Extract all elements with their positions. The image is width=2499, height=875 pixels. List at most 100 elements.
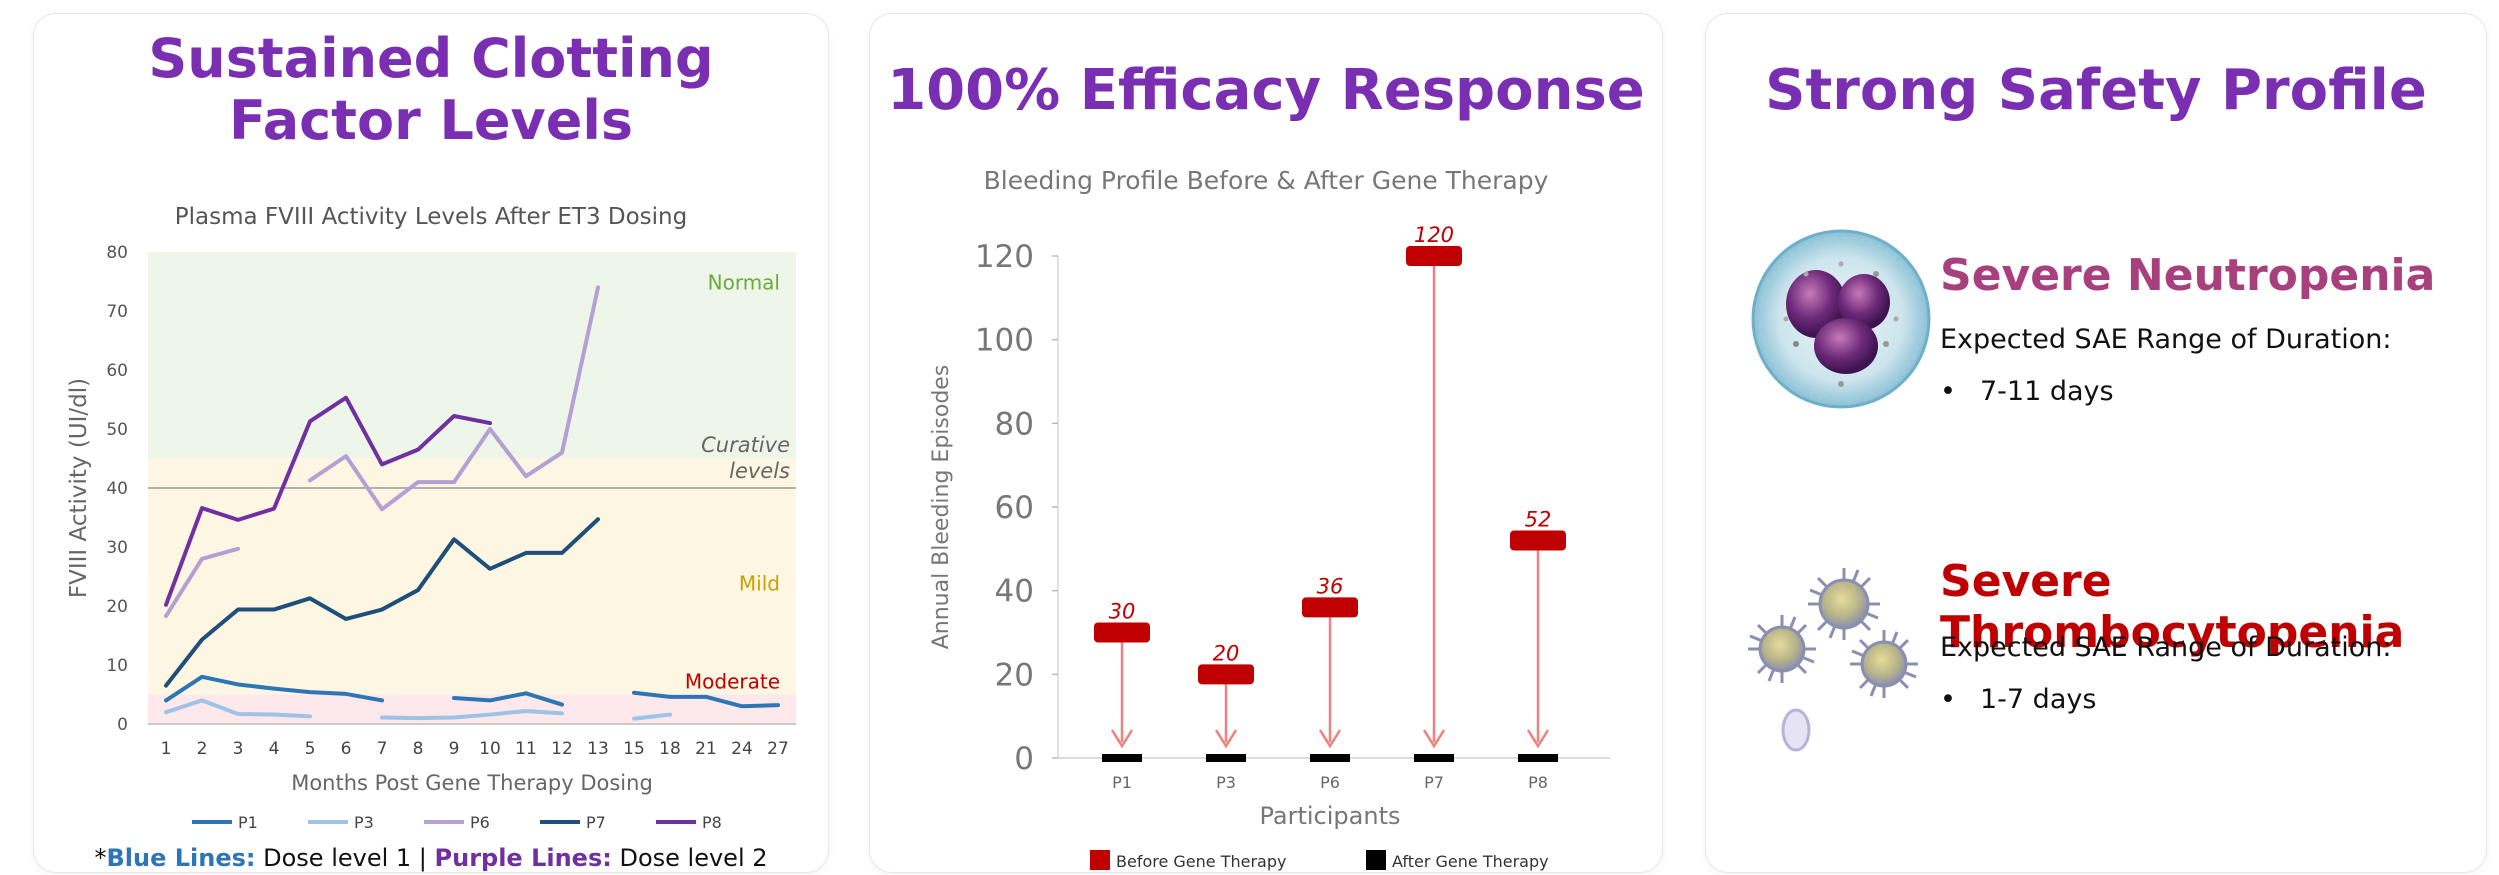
- y-tick-label: 20: [995, 657, 1034, 693]
- legend-swatch-after: [1366, 850, 1386, 870]
- x-tick-label: 15: [623, 739, 645, 759]
- arrow-head: [1110, 729, 1134, 749]
- before-bar-p6: [1302, 597, 1358, 618]
- before-value-label: 120: [1414, 223, 1454, 247]
- before-bar-p8: [1510, 530, 1566, 551]
- clotting-factor-panel: Sustained Clotting Factor Levels Plasma …: [34, 14, 828, 872]
- neutropenia-bullet: •: [1940, 376, 1956, 407]
- neutropenia-subtitle: Expected SAE Range of Duration:: [1940, 324, 2392, 355]
- line-chart-title: Plasma FVIII Activity Levels After ET3 D…: [174, 204, 688, 230]
- curative-label-line2: levels: [729, 459, 790, 483]
- footnote-star: *: [94, 844, 107, 872]
- series-line-p8: [164, 395, 492, 607]
- y-tick-label: 70: [106, 302, 128, 322]
- y-tick-label: 30: [106, 538, 128, 558]
- before-value-label: 20: [1213, 641, 1240, 665]
- safety-panel: Strong Safety Profile: [1706, 14, 2486, 872]
- after-bar-p7: [1414, 754, 1454, 762]
- arrow-head: [1422, 729, 1446, 749]
- y-tick-label: 0: [1014, 741, 1034, 777]
- y-axis-label: FVIII Activity (UI/dl): [66, 378, 92, 598]
- clotting-panel-title: Sustained Clotting Factor Levels: [34, 28, 828, 152]
- footnote-purple-text: Dose level 2: [611, 844, 768, 872]
- before-bar-p1: [1094, 622, 1150, 643]
- series-line-p1: [164, 674, 384, 703]
- bar-chart-title: Bleeding Profile Before & After Gene The…: [983, 166, 1549, 195]
- y-tick-label: 20: [106, 597, 128, 617]
- before-bar-p3: [1198, 664, 1254, 685]
- bleeding-bar-chart: 0 20 40 60 80 100 120 Annual Bleeding Episodes 3…: [929, 223, 1610, 871]
- efficacy-panel-title: 100% Efficacy Response: [887, 58, 1645, 123]
- y-tick-label: 40: [995, 574, 1034, 610]
- x-tick-label: 24: [731, 739, 753, 759]
- curative-label-line1: Curative: [701, 433, 790, 457]
- neutropenia-title: Severe Neutropenia: [1940, 250, 2436, 301]
- y-tick-label: 50: [106, 420, 128, 440]
- before-value-label: 52: [1525, 507, 1552, 531]
- y-tick-label: 120: [975, 239, 1034, 275]
- clotting-title-line2: Factor Levels: [228, 89, 634, 152]
- safety-panel-title: Strong Safety Profile: [1765, 58, 2427, 123]
- y-axis-label: Annual Bleeding Episodes: [929, 365, 954, 650]
- dose-footnote: *Blue Lines: Dose level 1 | Purple Lines…: [34, 844, 828, 872]
- legend-label-p7: P7: [586, 813, 606, 832]
- series-line-p1: [632, 690, 780, 709]
- y-tick-label: 80: [995, 406, 1034, 442]
- series-line-p1: [452, 691, 564, 707]
- x-tick-label: 7: [377, 739, 388, 759]
- legend-swatch-before: [1090, 850, 1110, 870]
- after-bar-p3: [1206, 754, 1246, 762]
- y-tick-label: 60: [995, 490, 1034, 526]
- x-tick-label: 11: [515, 739, 537, 759]
- series-line-p3: [632, 712, 672, 721]
- arrow-head: [1214, 729, 1238, 749]
- x-tick-label: 5: [305, 739, 316, 759]
- x-axis-label: Participants: [1260, 802, 1401, 830]
- x-tick-label: P1: [1112, 773, 1132, 792]
- neutrophil-icon: [1751, 229, 1931, 409]
- legend-label-after: After Gene Therapy: [1392, 852, 1549, 871]
- before-value-label: 36: [1317, 574, 1344, 598]
- y-tick-label: 10: [106, 656, 128, 676]
- platelet-icon: [1748, 568, 1918, 752]
- y-tick-label: 40: [106, 479, 128, 499]
- thrombocytopenia-bullet: •: [1940, 684, 1956, 715]
- series-line-p3: [380, 709, 564, 721]
- band-normal: [148, 252, 796, 459]
- legend-label-p6: P6: [470, 813, 490, 832]
- band-label-moderate: Moderate: [685, 670, 780, 694]
- after-bar-p6: [1310, 754, 1350, 762]
- x-tick-label: 2: [197, 739, 208, 759]
- band-label-mild: Mild: [739, 571, 780, 595]
- x-tick-label: 27: [767, 739, 789, 759]
- y-tick-label: 80: [106, 243, 128, 263]
- x-tick-label: 3: [233, 739, 244, 759]
- x-tick-label: P6: [1320, 773, 1340, 792]
- footnote-purple-label: Purple Lines:: [434, 844, 612, 872]
- before-value-label: 30: [1109, 600, 1136, 624]
- x-tick-label: 21: [695, 739, 717, 759]
- x-tick-label: P8: [1528, 773, 1548, 792]
- x-tick-label: 8: [413, 739, 424, 759]
- band-label-normal: Normal: [708, 271, 780, 295]
- x-tick-label: 9: [449, 739, 460, 759]
- x-tick-label: 18: [659, 739, 681, 759]
- thrombocytopenia-value: 1-7 days: [1980, 684, 2097, 715]
- before-bar-p7: [1406, 246, 1462, 266]
- after-bar-p8: [1518, 754, 1558, 762]
- arrow-head: [1318, 729, 1342, 749]
- series-line-p6: [308, 285, 600, 512]
- band-mild: [148, 458, 796, 695]
- series-line-p3: [164, 698, 312, 719]
- x-axis-label: Months Post Gene Therapy Dosing: [291, 771, 653, 795]
- y-tick-label: 60: [106, 361, 128, 381]
- series-line-p7: [164, 517, 600, 688]
- legend-label-p1: P1: [238, 813, 258, 832]
- footnote-blue-text: Dose level 1 |: [255, 844, 435, 872]
- arrow-head: [1526, 729, 1550, 749]
- y-tick-label: 100: [975, 323, 1034, 359]
- x-tick-label: 10: [479, 739, 501, 759]
- legend-label-before: Before Gene Therapy: [1116, 852, 1286, 871]
- after-bar-p1: [1102, 754, 1142, 762]
